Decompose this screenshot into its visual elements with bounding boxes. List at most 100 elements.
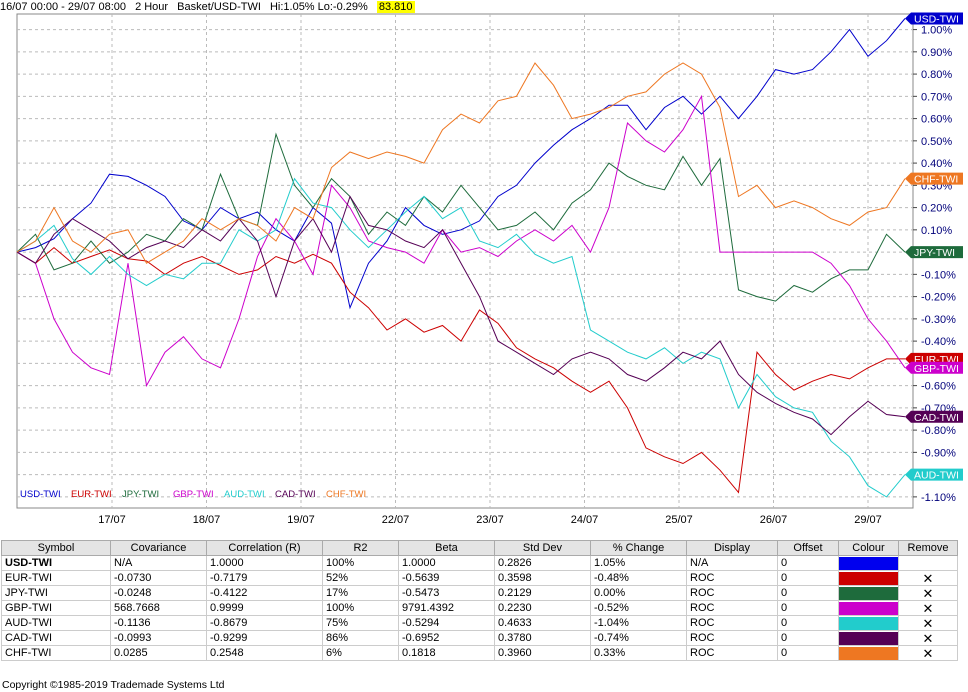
cell-symbol: USD-TWI [1, 555, 111, 571]
cell-symbol: JPY-TWI [1, 585, 111, 601]
y-tick-label: -0.20% [921, 292, 956, 304]
legend-item-gbp-twi: GBP-TWI [173, 489, 214, 500]
colour-swatch[interactable] [838, 585, 899, 601]
end-tag-label: GBP-TWI [914, 363, 959, 375]
column-header[interactable]: Correlation (R) [206, 540, 323, 556]
end-tag-label: USD-TWI [914, 13, 959, 25]
colour-swatch[interactable] [838, 615, 899, 631]
chart-area[interactable]: 1.00%0.90%0.80%0.70%0.60%0.50%0.40%0.30%… [0, 0, 968, 535]
remove-cell [898, 555, 958, 571]
current-value-badge: 83.810 [376, 1, 415, 13]
end-tag-gbp-twi: GBP-TWI [905, 361, 963, 375]
chart-header: 16/07 00:00 - 29/07 08:00 2 Hour Basket/… [0, 0, 421, 14]
end-tag-cad-twi: CAD-TWI [905, 410, 963, 424]
x-axis-labels: 17/07 18/07 19/07 22/07 23/07 24/07 25/07 26/07… [98, 514, 882, 526]
cell-display: ROC [686, 645, 778, 661]
remove-icon[interactable]: ✕ [898, 615, 958, 631]
cell-display: ROC [686, 585, 778, 601]
end-tag-label: AUD-TWI [914, 470, 959, 482]
cell-cov: N/A [110, 555, 207, 571]
cell-corr: -0.9299 [206, 630, 323, 646]
x-tick-label: 18/07 [193, 514, 221, 526]
table-row[interactable]: CHF-TWI 0.0285 0.2548 6% 0.1818 0.3960 0.33% RO… [1, 645, 958, 661]
cell-symbol: EUR-TWI [1, 570, 111, 586]
cell-display: ROC [686, 615, 778, 631]
y-tick-label: 1.00% [921, 25, 952, 37]
cell-r2: 17% [322, 585, 399, 601]
x-tick-label: 22/07 [382, 514, 410, 526]
y-tick-label: 0.60% [921, 114, 952, 126]
cell-symbol: CHF-TWI [1, 645, 111, 661]
cell-cov: -0.1136 [110, 615, 207, 631]
y-tick-label: 0.40% [921, 158, 952, 170]
column-header[interactable]: Remove [898, 540, 958, 556]
table-row[interactable]: GBP-TWI 568.7668 0.9999 100% 9791.4392 0.2230… [1, 600, 958, 616]
column-header[interactable]: Display [686, 540, 778, 556]
cell-std: 0.2826 [494, 555, 591, 571]
legend-item-cad-twi: CAD-TWI [275, 489, 316, 500]
x-tick-label: 25/07 [665, 514, 693, 526]
cell-std: 0.2230 [494, 600, 591, 616]
column-header[interactable]: Std Dev [494, 540, 591, 556]
table-header-row: Symbol Covariance Correlation (R) R2 Beta Std… [1, 540, 958, 556]
basket-label: Basket/USD-TWI [177, 1, 261, 13]
cell-offset: 0 [777, 615, 839, 631]
cell-cov: -0.0730 [110, 570, 207, 586]
y-tick-label: 0.20% [921, 203, 952, 215]
column-header[interactable]: Symbol [1, 540, 111, 556]
cell-std: 0.3598 [494, 570, 591, 586]
column-header[interactable]: % Change [590, 540, 687, 556]
end-tag-aud-twi: AUD-TWI [905, 468, 963, 482]
remove-icon[interactable]: ✕ [898, 645, 958, 661]
colour-swatch[interactable] [838, 570, 899, 586]
cell-r2: 75% [322, 615, 399, 631]
colour-swatch[interactable] [838, 600, 899, 616]
cell-beta: -0.5639 [398, 570, 495, 586]
cell-offset: 0 [777, 585, 839, 601]
cell-chg: -1.04% [590, 615, 687, 631]
legend-item-chf-twi: CHF-TWI [326, 489, 366, 500]
remove-icon[interactable]: ✕ [898, 585, 958, 601]
column-header[interactable]: R2 [322, 540, 399, 556]
column-header[interactable]: Colour [838, 540, 899, 556]
table-row[interactable]: CAD-TWI -0.0993 -0.9299 86% -0.6952 0.3780 -0.… [1, 630, 958, 646]
cell-beta: 0.1818 [398, 645, 495, 661]
end-tag-label: CHF-TWI [914, 174, 958, 186]
remove-icon[interactable]: ✕ [898, 600, 958, 616]
interval-label: 2 Hour [135, 1, 169, 13]
table-row[interactable]: USD-TWI N/A 1.0000 100% 1.0000 0.2826 1.05% N/A… [1, 555, 958, 571]
colour-swatch[interactable] [838, 555, 899, 571]
y-tick-label: -0.80% [921, 425, 956, 437]
cell-beta: 1.0000 [398, 555, 495, 571]
plot-frame [16, 13, 914, 509]
x-tick-label: 24/07 [571, 514, 599, 526]
column-header[interactable]: Beta [398, 540, 495, 556]
cell-r2: 52% [322, 570, 399, 586]
hi-lo-label: Hi:1.05% Lo:-0.29% [269, 1, 368, 13]
column-header[interactable]: Offset [777, 540, 839, 556]
remove-icon[interactable]: ✕ [898, 630, 958, 646]
legend-item-aud-twi: AUD-TWI [224, 489, 265, 500]
cell-r2: 100% [322, 555, 399, 571]
legend-item-jpy-twi: JPY-TWI [122, 489, 159, 500]
colour-swatch[interactable] [838, 645, 899, 661]
cell-offset: 0 [777, 645, 839, 661]
y-tick-label: 0.80% [921, 69, 952, 81]
cell-corr: -0.4122 [206, 585, 323, 601]
remove-icon[interactable]: ✕ [898, 570, 958, 586]
colour-swatch[interactable] [838, 630, 899, 646]
statistics-table: Symbol Covariance Correlation (R) R2 Beta Std… [1, 540, 958, 661]
table-row[interactable]: EUR-TWI -0.0730 -0.7179 52% -0.5639 0.3598 -0.… [1, 570, 958, 586]
table-row[interactable]: AUD-TWI -0.1136 -0.8679 75% -0.5294 0.4633 -1.… [1, 615, 958, 631]
legend-item-eur-twi: EUR-TWI [71, 489, 112, 500]
cell-r2: 100% [322, 600, 399, 616]
cell-cov: 568.7668 [110, 600, 207, 616]
cell-offset: 0 [777, 630, 839, 646]
column-header[interactable]: Covariance [110, 540, 207, 556]
cell-offset: 0 [777, 570, 839, 586]
copyright-text: Copyright ©1985-2019 Trademade Systems L… [2, 679, 225, 691]
x-tick-label: 17/07 [98, 514, 126, 526]
table-row[interactable]: JPY-TWI -0.0248 -0.4122 17% -0.5473 0.2129 0.0… [1, 585, 958, 601]
cell-corr: 0.2548 [206, 645, 323, 661]
cell-r2: 86% [322, 630, 399, 646]
